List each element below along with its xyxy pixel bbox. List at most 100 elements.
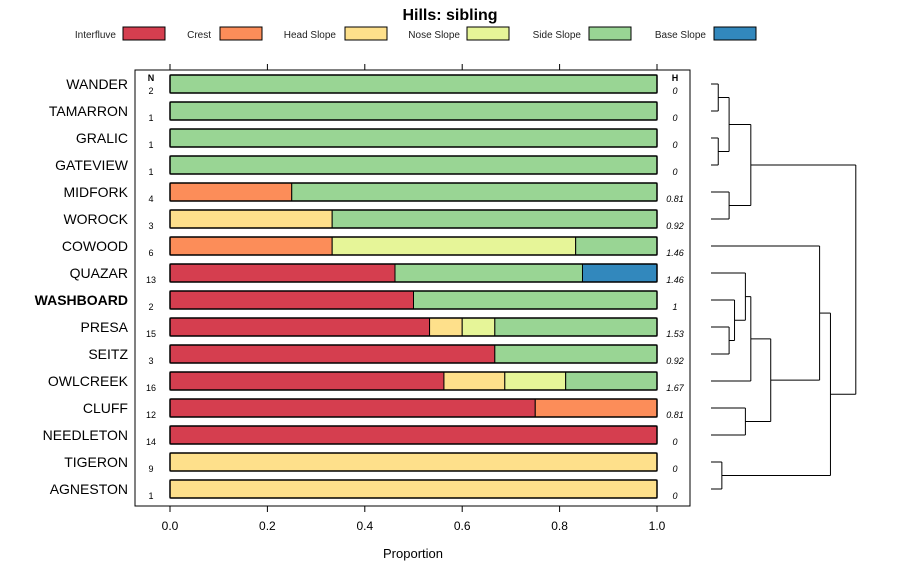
row-h-value: 0 [672, 437, 677, 447]
bar-outline [169, 182, 658, 202]
x-axis-label: Proportion [383, 546, 443, 561]
row-label: WASHBOARD [35, 292, 128, 308]
row-h-value: 1.53 [666, 329, 684, 339]
row-h-value: 0.81 [666, 410, 684, 420]
row-n-value: 2 [148, 86, 153, 96]
row-label: TAMARRON [49, 103, 128, 119]
row-h-value: 0 [672, 491, 677, 501]
legend-swatch [466, 26, 510, 41]
bar-outline [169, 290, 658, 310]
bar-segment [169, 74, 658, 94]
x-tick-label: 0.6 [454, 519, 471, 533]
bar-outline [169, 236, 658, 256]
bar-segment [169, 182, 293, 202]
legend-label: Crest [187, 30, 211, 41]
bar-segment [504, 371, 567, 391]
row-h-value: 0.81 [666, 194, 684, 204]
bar-outline [169, 371, 658, 391]
legend-swatch [219, 26, 263, 41]
plot-frame [134, 69, 691, 507]
row-h-value: 0 [672, 464, 677, 474]
bar-segment [443, 371, 506, 391]
row-label: AGNESTON [50, 481, 128, 497]
bar-segment [169, 128, 658, 148]
legend-label: Base Slope [655, 30, 707, 41]
bar-outline [169, 425, 658, 445]
legend-swatch [122, 26, 166, 41]
row-h-value: 0 [672, 140, 677, 150]
bar-segment [169, 371, 445, 391]
x-tick-label: 0.2 [259, 519, 276, 533]
bar-segment [169, 236, 333, 256]
row-label: QUAZAR [70, 265, 128, 281]
bar-segment [413, 290, 658, 310]
legend-label: Interfluve [75, 30, 117, 41]
h-column-header: H [672, 73, 679, 83]
row-n-value: 1 [148, 113, 153, 123]
row-label: PRESA [81, 319, 129, 335]
row-h-value: 0 [672, 167, 677, 177]
row-n-value: 4 [148, 194, 153, 204]
legend-label: Side Slope [533, 30, 582, 41]
row-n-value: 3 [148, 221, 153, 231]
row-label: WOROCK [63, 211, 128, 227]
legend: Interfluve Crest Head Slope Nose Slope Side … [75, 26, 757, 41]
row-h-value: 0.92 [666, 356, 684, 366]
row-label: GRALIC [76, 130, 128, 146]
bar-segment [461, 317, 496, 337]
legend-swatch [588, 26, 632, 41]
bar-segment [169, 290, 414, 310]
bar-segment [169, 452, 658, 472]
x-tick-label: 0.4 [356, 519, 373, 533]
row-h-value: 1.46 [666, 248, 684, 258]
bar-outline [169, 128, 658, 148]
row-n-value: 9 [148, 464, 153, 474]
row-n-value: 13 [146, 275, 156, 285]
bar-outline [169, 344, 658, 364]
row-label: GATEVIEW [55, 157, 129, 173]
bar-segment [169, 344, 496, 364]
plot-area: 0.0 0.2 0.4 0.6 0.8 1.0 N H WANDER 2 0 TAMARRON 1 0 GR… [35, 64, 691, 533]
row-h-value: 0 [672, 86, 677, 96]
row-label: NEEDLETON [43, 427, 128, 443]
row-n-value: 2 [148, 302, 153, 312]
row-h-value: 1.46 [666, 275, 684, 285]
bar-outline [169, 479, 658, 499]
x-tick-label: 0.0 [162, 519, 179, 533]
row-h-value: 1 [672, 302, 677, 312]
bar-segment [169, 209, 333, 229]
bar-segment [331, 236, 577, 256]
bar-segment [429, 317, 463, 337]
bar-segment [581, 263, 658, 283]
bar-segment [169, 263, 396, 283]
n-column-header: N [148, 73, 155, 83]
legend-label: Nose Slope [408, 30, 460, 41]
x-tick-label: 1.0 [649, 519, 666, 533]
bar-outline [169, 209, 658, 229]
bar-segment [575, 236, 658, 256]
row-n-value: 15 [146, 329, 156, 339]
row-label: SEITZ [88, 346, 128, 362]
bar-segment [394, 263, 583, 283]
row-label: COWOOD [62, 238, 128, 254]
bar-segment [169, 398, 536, 418]
row-n-value: 16 [146, 383, 156, 393]
bar-segment [494, 344, 658, 364]
row-n-value: 1 [148, 491, 153, 501]
row-h-value: 1.67 [666, 383, 685, 393]
chart-title: Hills: sibling [402, 7, 497, 24]
row-h-value: 0 [672, 113, 677, 123]
bar-segment [565, 371, 658, 391]
bar-segment [331, 209, 658, 229]
row-n-value: 1 [148, 140, 153, 150]
row-label: OWLCREEK [48, 373, 129, 389]
legend-swatch [344, 26, 388, 41]
row-n-value: 14 [146, 437, 156, 447]
bar-segment [169, 479, 658, 499]
bar-segment [169, 101, 658, 121]
bar-outline [169, 263, 658, 283]
bar-outline [169, 101, 658, 121]
row-n-value: 3 [148, 356, 153, 366]
row-label: CLUFF [83, 400, 128, 416]
